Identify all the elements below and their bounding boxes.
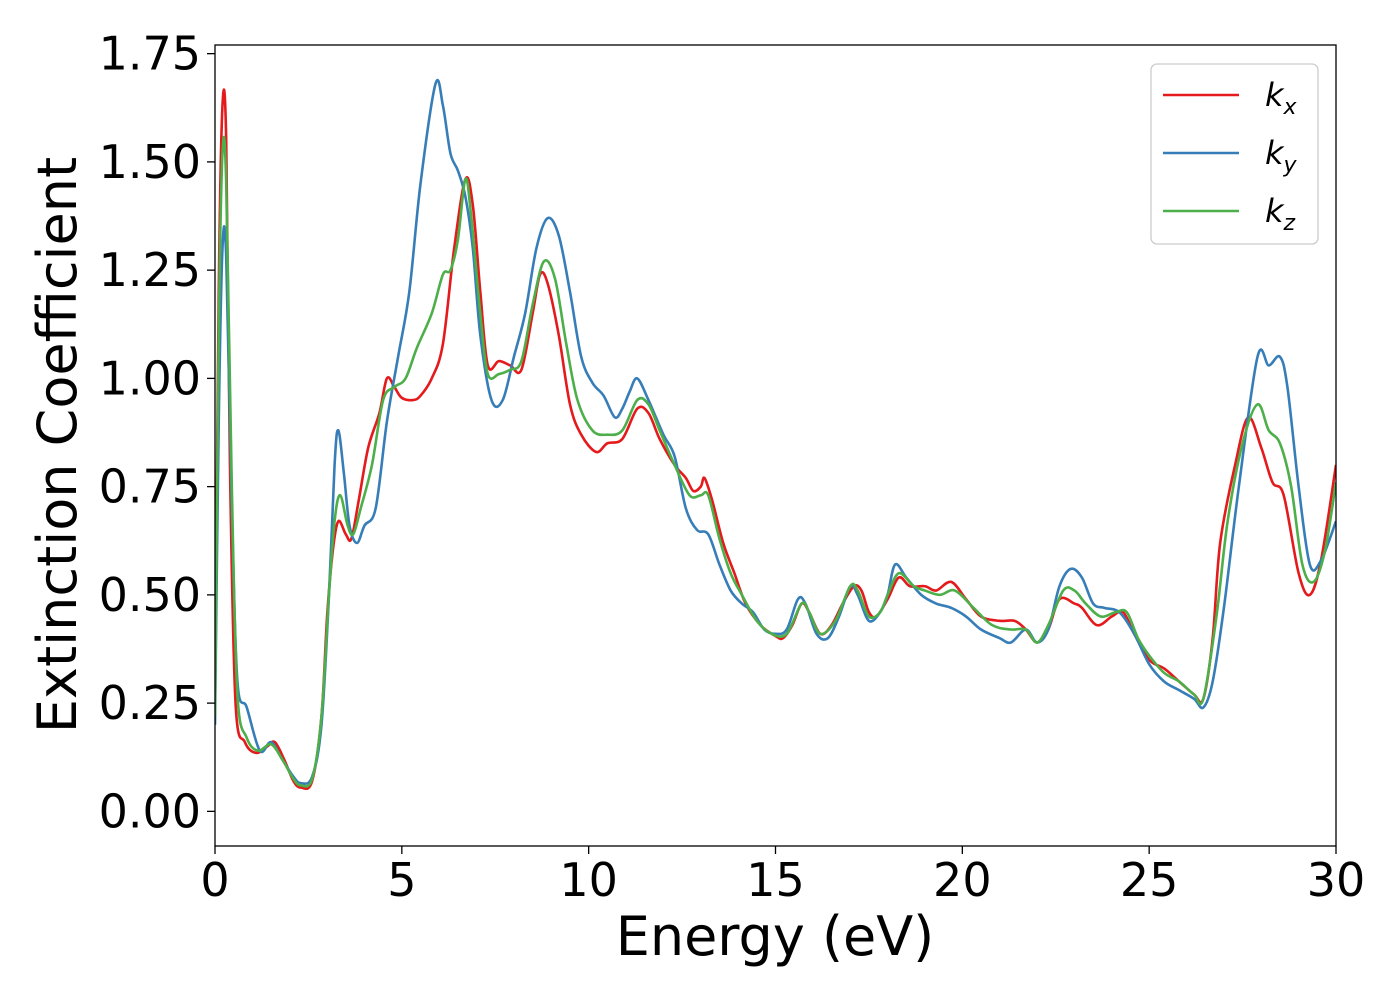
- x-tick-label: 25: [1120, 853, 1179, 907]
- x-tick-label: 30: [1307, 853, 1366, 907]
- series-group: [215, 78, 1336, 791]
- legend-label-z: kz: [1265, 192, 1296, 236]
- x-tick-label: 15: [746, 853, 805, 907]
- x-tick-label: 10: [559, 853, 618, 907]
- x-axis-label: Energy (eV): [616, 905, 935, 968]
- legend-label-x: kx: [1265, 76, 1298, 120]
- legend-label-y: ky: [1265, 134, 1298, 178]
- y-tick-label: 0.25: [99, 676, 201, 730]
- y-tick-label: 0.00: [99, 784, 201, 838]
- x-tick-label: 0: [200, 853, 229, 907]
- y-tick-label: 0.75: [99, 460, 201, 514]
- y-tick-label: 1.75: [99, 27, 201, 81]
- y-tick-label: 1.25: [99, 243, 201, 297]
- series-line-k-z: [215, 135, 1336, 788]
- y-tick-label: 1.00: [99, 351, 201, 405]
- y-tick-label: 1.50: [99, 135, 201, 189]
- legend: kx ky kz: [1150, 63, 1319, 245]
- x-tick-label: 20: [933, 853, 992, 907]
- y-axis-label: Extinction Coefficient: [26, 157, 89, 733]
- x-tick-label: 5: [387, 853, 416, 907]
- x-axis-ticks: 0 5 10 15 20 25 30: [200, 846, 1365, 907]
- y-tick-label: 0.50: [99, 568, 201, 622]
- y-axis-ticks: 0.00 0.25 0.50 0.75 1.00 1.25 1.50 1.75: [99, 27, 215, 838]
